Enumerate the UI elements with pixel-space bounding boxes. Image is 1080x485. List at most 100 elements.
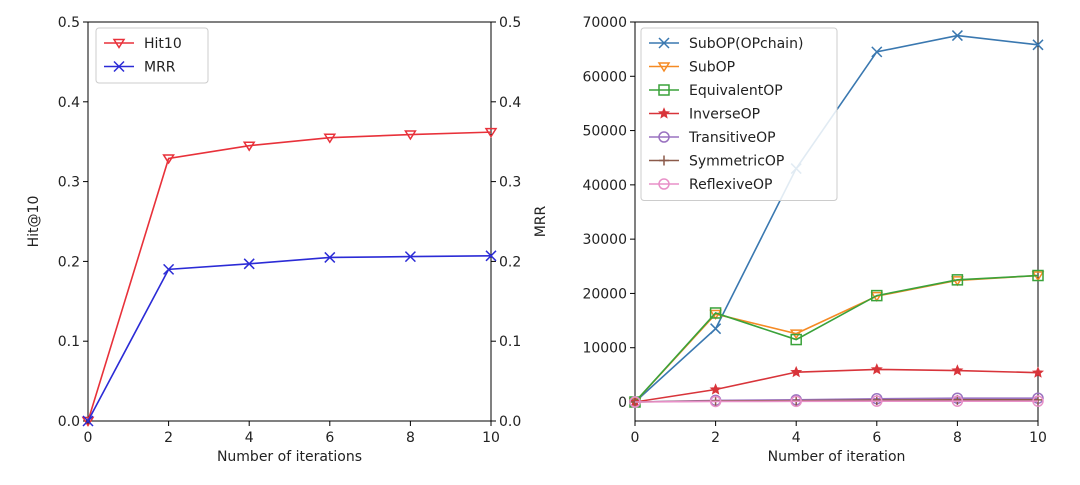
x-tick-label: 4 <box>245 430 254 446</box>
x-axis-title: Number of iterations <box>217 449 362 465</box>
legend-marker <box>113 60 125 73</box>
legend-marker <box>657 62 671 73</box>
x-tick-label: 0 <box>84 430 93 446</box>
series-line <box>634 274 1039 403</box>
y-tick-label: 0.4 <box>58 95 80 111</box>
y2-tick-label: 0.5 <box>499 15 521 31</box>
legend-label: SubOP(OPchain) <box>689 36 803 52</box>
y-tick-label: 0.5 <box>58 15 80 31</box>
data-point <box>323 133 337 144</box>
series-equivalentop <box>629 269 1044 408</box>
data-point <box>871 46 883 58</box>
y-tick-label: 50000 <box>582 124 627 140</box>
legend-label: MRR <box>144 60 176 76</box>
x-tick-label: 6 <box>325 430 334 446</box>
data-point <box>951 30 963 42</box>
data-point <box>1032 395 1044 407</box>
data-point <box>709 383 722 395</box>
y-tick-label: 0 <box>618 395 627 411</box>
x-tick-label: 10 <box>1029 430 1047 446</box>
x-tick-label: 4 <box>792 430 801 446</box>
y2-axis-title: MRR <box>533 205 549 237</box>
data-point <box>82 415 94 427</box>
legend-label: SubOP <box>689 60 735 76</box>
series-inverseop <box>629 363 1044 408</box>
y-tick-label: 70000 <box>582 15 627 31</box>
legend: SubOP(OPchain) SubOP EquivalentOP InverseOP… <box>640 27 838 201</box>
x-tick-label: 8 <box>953 430 962 446</box>
data-point <box>243 258 255 270</box>
data-point <box>790 395 802 408</box>
legend-marker <box>659 155 669 166</box>
legend-marker <box>658 178 670 190</box>
series-line <box>634 400 1038 403</box>
data-point <box>790 333 802 346</box>
data-point <box>1032 366 1044 378</box>
data-point <box>870 363 883 375</box>
y2-tick-label: 0.2 <box>499 254 521 270</box>
series-line <box>87 131 492 422</box>
series-line <box>634 274 1039 403</box>
data-point <box>709 395 722 408</box>
series-line <box>87 255 492 422</box>
data-point <box>790 365 803 378</box>
legend-marker <box>658 107 670 119</box>
y-tick-label: 0.0 <box>58 414 80 430</box>
y-tick-label: 20000 <box>582 286 627 302</box>
x-tick-label: 8 <box>406 430 415 446</box>
x-tick-label: 2 <box>164 430 173 446</box>
data-point <box>484 127 498 139</box>
legend-label: EquivalentOP <box>689 83 783 99</box>
y-tick-label: 40000 <box>582 178 627 194</box>
data-point <box>951 395 964 407</box>
legend-label: InverseOP <box>689 107 760 123</box>
y-tick-label: 0.1 <box>58 334 80 350</box>
x-tick-label: 6 <box>872 430 881 446</box>
data-point <box>709 307 722 319</box>
legend-marker <box>658 131 670 143</box>
x-axis-title: Number of iteration <box>768 449 906 465</box>
legend-marker <box>112 38 126 49</box>
data-point <box>1032 39 1044 51</box>
series-reflexiveop <box>629 395 1044 408</box>
data-point <box>81 416 95 427</box>
y-tick-label: 0.3 <box>58 175 80 191</box>
y-tick-label: 30000 <box>582 232 627 248</box>
data-point <box>324 251 336 263</box>
left-chart: 0 2 4 6 8 100.0 0.00.1 0.10.2 0.20.3 0.30.4 0.40.5… <box>26 15 549 465</box>
legend-marker <box>658 37 670 49</box>
right-chart: 0 2 4 6 8 10 0 10000 20000 30000 40000 50000 60000 70… <box>582 15 1046 465</box>
data-point <box>404 251 416 263</box>
legend-label: SymmetricOP <box>689 154 784 170</box>
series-line <box>634 368 1039 403</box>
y-tick-label: 60000 <box>582 69 627 85</box>
data-point <box>242 141 256 152</box>
data-point <box>871 395 883 407</box>
legend-marker <box>658 84 670 96</box>
x-tick-label: 2 <box>711 430 720 446</box>
data-point <box>163 263 175 275</box>
legend-box <box>640 27 838 201</box>
x-tick-label: 10 <box>482 430 500 446</box>
y2-tick-label: 0.0 <box>499 414 521 430</box>
y2-tick-label: 0.1 <box>499 334 521 350</box>
data-point <box>404 130 417 141</box>
data-point <box>162 154 175 165</box>
data-point <box>871 289 883 302</box>
legend-label: Hit10 <box>144 36 182 52</box>
plot-frame <box>87 21 492 422</box>
data-point <box>629 396 641 408</box>
legend: Hit10 MRR <box>95 27 209 84</box>
series-mrr <box>82 250 497 427</box>
y2-tick-label: 0.3 <box>499 175 521 191</box>
data-point <box>1032 269 1044 282</box>
data-point <box>485 250 497 262</box>
legend-box <box>95 27 209 84</box>
legend-label: TransitiveOP <box>688 130 776 146</box>
legend-label: ReflexiveOP <box>689 177 772 193</box>
plot-frame <box>634 21 1039 422</box>
y-tick-label: 0.2 <box>58 254 80 270</box>
y2-tick-label: 0.4 <box>499 95 521 111</box>
series-hit10 <box>81 127 498 427</box>
